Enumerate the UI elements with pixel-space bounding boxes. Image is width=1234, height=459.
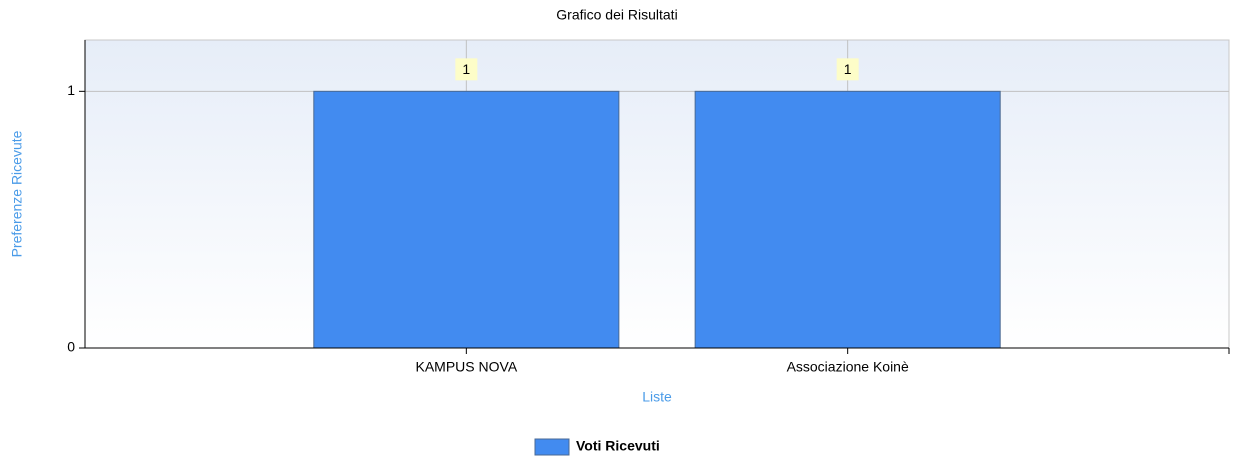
x-tick-label: KAMPUS NOVA bbox=[416, 359, 518, 375]
value-label: 1 bbox=[462, 61, 470, 77]
bar bbox=[313, 90, 620, 349]
bar bbox=[694, 90, 1001, 349]
y-axis-label: Preferenze Ricevute bbox=[9, 130, 25, 257]
y-tick-label: 0 bbox=[67, 339, 75, 355]
y-tick-label: 1 bbox=[67, 82, 75, 98]
value-label-bg bbox=[455, 58, 478, 81]
legend-label: Voti Ricevuti bbox=[576, 438, 660, 454]
plot-area bbox=[84, 39, 1230, 349]
chart-title: Grafico dei Risultati bbox=[556, 7, 677, 23]
value-label-bg bbox=[836, 58, 859, 81]
x-tick-label: Associazione Koinè bbox=[787, 359, 909, 375]
x-axis-label: Liste bbox=[642, 389, 672, 405]
value-label: 1 bbox=[844, 61, 852, 77]
legend-swatch bbox=[534, 438, 570, 456]
